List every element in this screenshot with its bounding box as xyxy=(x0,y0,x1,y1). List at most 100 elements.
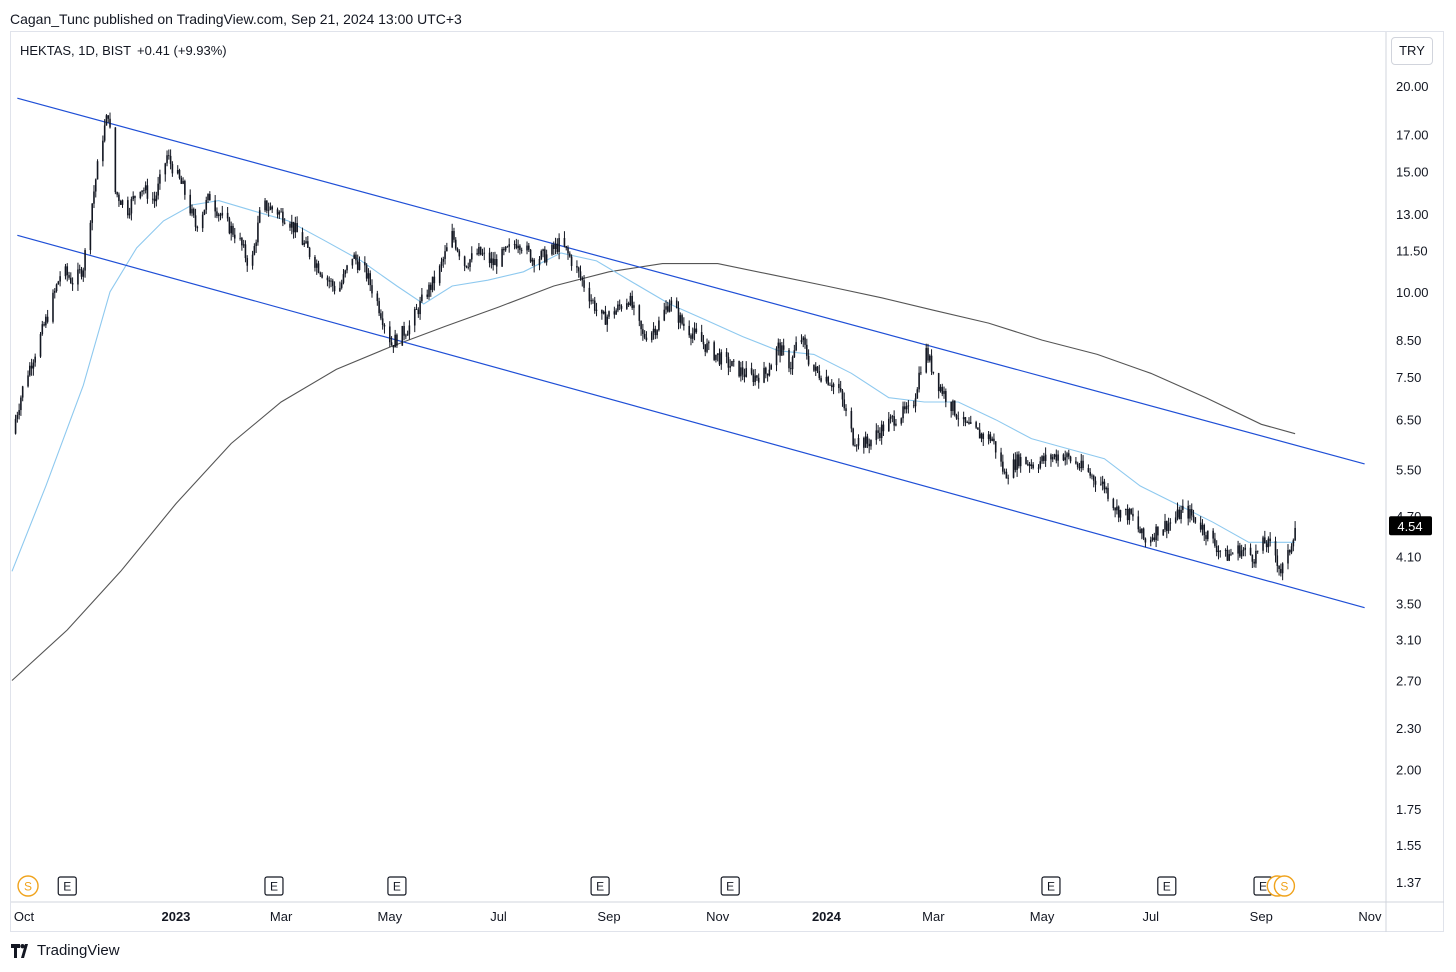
candle-body xyxy=(465,265,468,268)
y-tick-label: 11.50 xyxy=(1396,243,1428,258)
candle-body xyxy=(1249,547,1252,555)
candle-body xyxy=(1169,522,1172,524)
candle-body xyxy=(178,170,181,179)
candle-body xyxy=(294,223,297,233)
candle-body xyxy=(241,237,243,246)
candle-body xyxy=(1151,537,1154,540)
candle-body xyxy=(267,209,270,211)
axis-lines xyxy=(11,32,1444,932)
candle-body xyxy=(1105,487,1108,490)
candle-body xyxy=(891,416,894,417)
candle-body xyxy=(526,245,528,251)
earnings-marker-label: E xyxy=(393,880,401,894)
candle-body xyxy=(1044,454,1047,461)
candle-body xyxy=(563,238,566,247)
candle-body xyxy=(453,231,455,240)
candle-body xyxy=(943,391,945,394)
candle-body xyxy=(968,422,970,424)
candle-body xyxy=(631,295,633,308)
candle-body xyxy=(27,375,29,387)
candle-body xyxy=(994,441,997,453)
ma-fast-series xyxy=(11,200,1296,572)
candle-body xyxy=(720,352,723,365)
candle-body xyxy=(643,333,646,338)
candle-body xyxy=(845,408,847,411)
candle-body xyxy=(800,340,803,343)
candle-body xyxy=(1117,506,1120,518)
candle-body xyxy=(529,249,532,262)
candle-body xyxy=(880,424,883,439)
candle-body xyxy=(1288,550,1291,553)
candle-body xyxy=(754,375,756,383)
candle-body xyxy=(1050,454,1052,460)
candle-body xyxy=(376,293,379,302)
candle-body xyxy=(870,440,872,447)
candle-body xyxy=(1203,524,1206,536)
candle-body xyxy=(1141,528,1143,534)
candle-body xyxy=(1269,538,1271,542)
candle-body xyxy=(731,361,733,367)
candle-body xyxy=(29,365,31,376)
candle-body xyxy=(964,417,967,423)
candle-body xyxy=(1157,526,1159,536)
currency-button[interactable]: TRY xyxy=(1391,37,1433,65)
y-tick-label: 1.55 xyxy=(1396,838,1421,853)
candle-body xyxy=(280,211,282,213)
candle-body xyxy=(617,304,619,311)
x-tick-label: Jul xyxy=(1142,909,1159,924)
candle-body xyxy=(1125,509,1127,510)
candle-body xyxy=(1130,508,1132,514)
candle-body xyxy=(1019,457,1022,467)
earnings-marker-label: E xyxy=(726,880,734,894)
candle-body xyxy=(378,301,380,314)
candle-body xyxy=(777,342,780,349)
candle-body xyxy=(308,247,311,257)
candle-body xyxy=(552,244,555,249)
candle-body xyxy=(292,221,295,233)
candle-body xyxy=(1037,467,1040,469)
candle-body xyxy=(182,181,184,184)
candle-body xyxy=(1230,553,1232,555)
candle-body xyxy=(331,280,334,286)
candle-body xyxy=(290,221,293,228)
candle-body xyxy=(127,200,129,216)
candle-body xyxy=(64,266,67,277)
candle-body xyxy=(328,280,331,282)
candle-body xyxy=(517,245,519,249)
candle-body xyxy=(504,246,507,251)
candle-body xyxy=(545,254,548,263)
candle-body xyxy=(558,238,560,252)
candle-body xyxy=(394,334,396,348)
candle-body xyxy=(333,285,336,292)
candle-body xyxy=(351,258,354,266)
candle-body xyxy=(1256,550,1259,552)
candle-body xyxy=(806,344,808,356)
candle-body xyxy=(592,300,594,302)
candle-body xyxy=(1244,547,1247,550)
candle-body xyxy=(346,265,348,271)
candle-body xyxy=(741,367,744,375)
candle-body xyxy=(319,272,322,275)
candle-body xyxy=(642,329,644,334)
candle-body xyxy=(1028,463,1031,467)
candle-body xyxy=(446,247,448,252)
candle-body xyxy=(118,194,120,201)
candle-body xyxy=(296,223,298,233)
candle-body xyxy=(814,366,817,371)
candle-body xyxy=(70,277,72,283)
candle-body xyxy=(246,258,249,266)
candle-body xyxy=(937,373,940,392)
candle-body xyxy=(882,424,885,432)
candle-body xyxy=(533,259,535,266)
chart-frame xyxy=(10,31,1444,932)
tradingview-logo[interactable]: TradingView xyxy=(11,942,120,959)
last-price-tag: 4.54 xyxy=(1389,516,1432,536)
candle-body xyxy=(854,444,856,446)
candle-body xyxy=(396,334,398,346)
candle-body xyxy=(989,434,992,441)
candle-body xyxy=(380,313,382,319)
candle-body xyxy=(554,243,557,249)
y-tick-label: 10.00 xyxy=(1396,285,1429,300)
candle-body xyxy=(105,115,108,126)
